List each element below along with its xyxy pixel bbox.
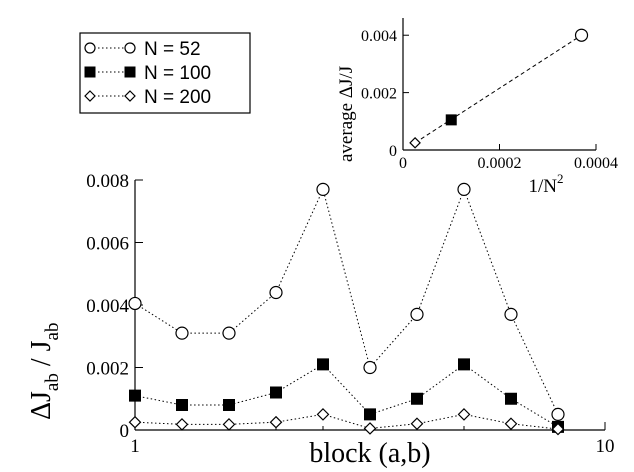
legend-marker [84, 90, 96, 102]
main-data-point [316, 408, 330, 421]
main-data-point [410, 307, 424, 321]
main-y-tick-label: 0 [120, 421, 130, 442]
inset-x-tick-label: 0 [399, 155, 407, 172]
legend-box [79, 32, 251, 114]
main-y-tick-label: 0.006 [86, 234, 129, 255]
inset-data-point [574, 28, 589, 42]
inset-y-axis-label: average ΔJ/J [336, 66, 357, 162]
main-axes [134, 180, 605, 431]
legend: N = 52 N = 100 N = 200 [79, 32, 251, 114]
legend-label: N = 52 [144, 39, 201, 60]
legend-marker [84, 66, 96, 78]
main-y-axis-label: ΔJab / Jab [26, 323, 63, 420]
main-data-point [175, 418, 189, 431]
inset-x-tick-label: 0.0004 [574, 155, 618, 172]
inset-y-tick-label: 0.002 [361, 86, 397, 103]
inset-x-tick-label: 0.0002 [478, 155, 522, 172]
main-series-group [128, 182, 565, 436]
main-data-point [364, 408, 376, 421]
main-y-tick-label: 0.002 [86, 359, 129, 380]
main-data-point [223, 399, 235, 411]
main-data-point [458, 358, 470, 371]
main-series-line [134, 363, 559, 428]
main-data-point [222, 326, 236, 340]
main-y-ticks: 0 0.002 0.004 0.006 0.008 [86, 171, 143, 442]
main-data-point [175, 326, 189, 340]
main-y-tick-label: 0.008 [86, 171, 129, 192]
main-data-point [270, 386, 282, 399]
legend-label: N = 200 [144, 87, 211, 108]
main-data-point [457, 182, 471, 196]
main-x-axis-label: block (a,b) [309, 438, 430, 469]
main-data-point [316, 182, 330, 196]
main-data-point [222, 418, 236, 431]
inset-series-group [409, 28, 589, 149]
main-x-tick-label: 10 [596, 436, 615, 457]
main-data-point [504, 307, 518, 321]
main-data-point [269, 285, 283, 300]
inset-y-ticks: 0 0.002 0.004 [361, 28, 409, 160]
inset-data-point [409, 136, 421, 149]
main-y-tick-label: 0.004 [86, 296, 129, 317]
main-data-point [410, 417, 424, 431]
legend-marker [124, 90, 136, 102]
main-series-line [134, 413, 559, 430]
legend-entries: N = 52 N = 100 N = 200 [84, 39, 211, 108]
main-data-point [269, 415, 283, 429]
inset-x-axis-label: 1/N2 [529, 171, 564, 197]
inset-y-tick-label: 0.004 [361, 28, 397, 45]
main-data-point [363, 360, 377, 375]
inset-fit-line [414, 34, 582, 144]
inset-data-point [445, 114, 457, 126]
main-data-point [176, 399, 188, 411]
legend-marker [84, 42, 96, 54]
main-x-tick-label: 1 [130, 436, 140, 457]
main-data-point [551, 422, 565, 436]
main-data-point [128, 296, 142, 311]
main-data-point [128, 415, 142, 429]
main-data-point [317, 358, 329, 371]
inset-axes [402, 18, 596, 151]
inset-x-ticks: 0 0.0002 0.0004 [399, 144, 618, 172]
main-data-point [457, 408, 471, 421]
inset-y-tick-label: 0 [389, 143, 397, 160]
main-data-point [411, 392, 423, 405]
main-data-point [505, 392, 517, 405]
main-data-point [363, 422, 377, 435]
main-data-point [129, 389, 141, 402]
legend-marker [124, 66, 136, 78]
legend-marker [124, 42, 136, 54]
legend-label: N = 100 [144, 63, 211, 84]
main-data-point [551, 407, 565, 421]
main-series-line [134, 187, 559, 415]
main-data-point [504, 417, 518, 431]
